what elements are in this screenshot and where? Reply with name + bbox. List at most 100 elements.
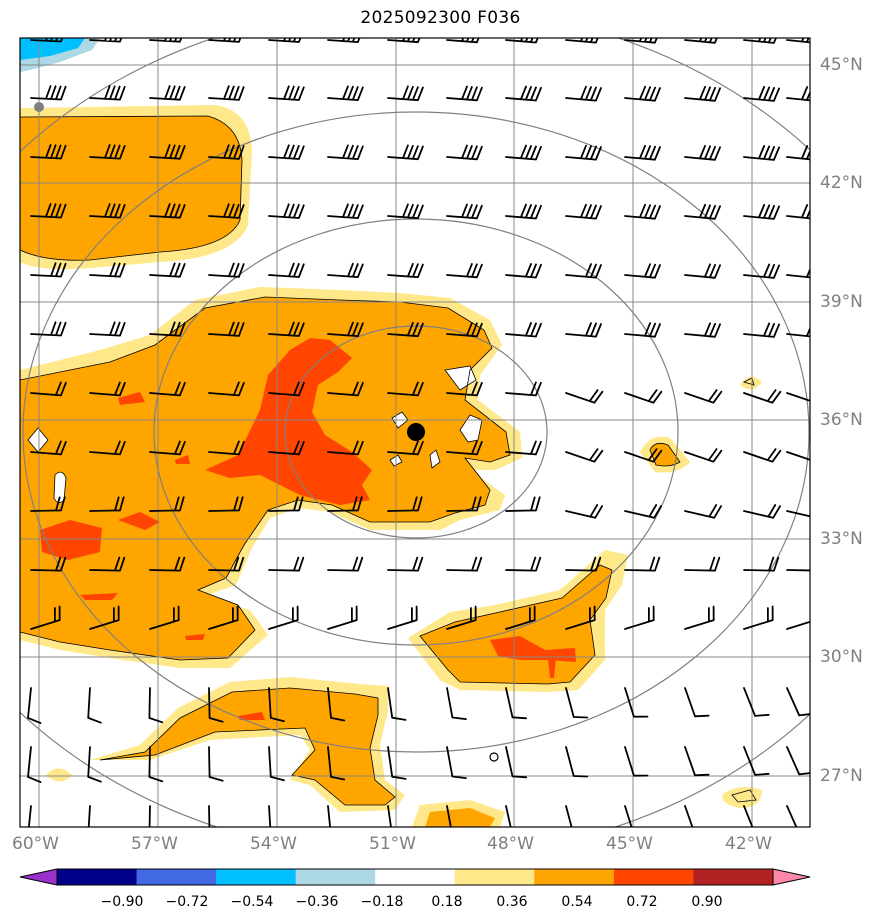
wind-barb: [565, 203, 602, 220]
wind-barb: [743, 322, 780, 338]
wind-barb: [565, 389, 604, 404]
wind-barb: [87, 805, 91, 827]
wind-barb: [387, 805, 392, 827]
wind-barb: [786, 608, 810, 630]
wind-barb: [505, 381, 542, 397]
wind-barb: [30, 605, 61, 630]
wind-barb: [387, 381, 424, 397]
wind-barb: [565, 263, 602, 279]
wind-barb: [565, 746, 589, 778]
wind-barb: [387, 605, 418, 630]
wind-barb: [684, 687, 710, 718]
wind-barb: [208, 440, 245, 456]
wind-barb: [624, 203, 661, 220]
wind-barb: [565, 144, 602, 161]
wind-barb: [743, 746, 770, 776]
wind-barb: [27, 746, 42, 783]
wind-barb: [684, 805, 694, 827]
wind-barb: [505, 605, 536, 630]
wind-barb: [743, 204, 780, 220]
lon-label: 45°W: [606, 834, 653, 854]
wind-barb: [743, 556, 780, 572]
lon-label: 42°W: [725, 834, 772, 854]
wind-barb: [684, 605, 715, 630]
wind-barb: [446, 144, 483, 161]
colorbar-tick: −0.36: [295, 894, 339, 910]
wind-barb: [505, 440, 542, 456]
wind-barb: [446, 556, 483, 572]
colorbar-tick: 0.54: [561, 894, 593, 910]
wind-barb: [208, 262, 245, 278]
wind-barb: [327, 38, 361, 43]
wind-barb: [684, 389, 723, 404]
wind-barb: [208, 85, 245, 101]
wind-barb: [743, 38, 777, 44]
wind-barb: [786, 145, 810, 161]
wind-barb: [87, 746, 102, 783]
wind-barb: [387, 38, 421, 44]
wind-barb: [30, 203, 67, 219]
wind-barb: [505, 805, 512, 827]
wind-barb: [30, 381, 67, 397]
wind-barb: [268, 38, 302, 43]
wind-barb: [30, 321, 67, 337]
wind-barb: [327, 687, 346, 722]
wind-barb: [743, 687, 770, 717]
wind-barb: [208, 496, 244, 512]
wind-barb: [684, 322, 721, 338]
wind-barb: [446, 322, 483, 338]
wind-barb: [624, 263, 661, 279]
wind-barb: [89, 203, 126, 219]
wind-barb: [268, 496, 304, 512]
wind-barb: [505, 556, 542, 572]
colorbar-segment: [216, 869, 297, 885]
wind-barb: [148, 687, 164, 724]
wind-barb: [149, 381, 186, 397]
wind-barb: [565, 504, 603, 519]
wind-barb: [149, 556, 186, 572]
wind-barb: [387, 687, 407, 721]
wind-barb: [30, 262, 67, 278]
wind-barb: [327, 605, 358, 630]
wind-barb: [446, 263, 483, 279]
small-ring-marker: [489, 752, 499, 762]
wind-barb: [387, 556, 424, 572]
wind-barb: [624, 605, 655, 630]
wind-barb: [565, 556, 602, 572]
lon-label: 54°W: [250, 834, 297, 854]
storm-center-marker: [407, 423, 425, 441]
colorbar-segment: [693, 869, 774, 885]
wind-barb: [565, 605, 596, 630]
wind-barb: [743, 145, 780, 161]
wind-barb: [327, 203, 364, 219]
shading-mid: [20, 116, 680, 827]
wind-barb: [149, 496, 185, 512]
lat-label: 30°N: [820, 647, 863, 667]
lat-label: 33°N: [820, 529, 863, 549]
wind-barb: [327, 746, 346, 781]
wind-barb: [624, 38, 658, 44]
colorbar: [19, 868, 811, 886]
wind-barb: [89, 144, 126, 160]
wind-barb: [786, 267, 810, 279]
wind-barb: [786, 805, 798, 827]
wind-barb: [684, 38, 718, 44]
wind-barb: [786, 451, 810, 461]
wind-barb: [89, 496, 125, 512]
wind-barb: [268, 805, 272, 827]
wind-barb: [446, 746, 467, 779]
colorbar-extend-high: [772, 868, 811, 886]
wind-barb: [30, 496, 66, 512]
wind-barb: [208, 556, 245, 572]
wind-barb: [208, 321, 245, 337]
lat-label: 36°N: [820, 410, 863, 430]
wind-barb: [624, 85, 661, 102]
wind-barb: [684, 85, 721, 102]
map-title: 2025092300 F036: [360, 8, 521, 28]
lon-label: 48°W: [487, 834, 534, 854]
wind-barb: [565, 448, 604, 463]
wind-barb: [208, 746, 224, 782]
wind-barb: [743, 86, 780, 102]
wind-barb: [786, 392, 810, 402]
wind-barb: [30, 144, 67, 160]
